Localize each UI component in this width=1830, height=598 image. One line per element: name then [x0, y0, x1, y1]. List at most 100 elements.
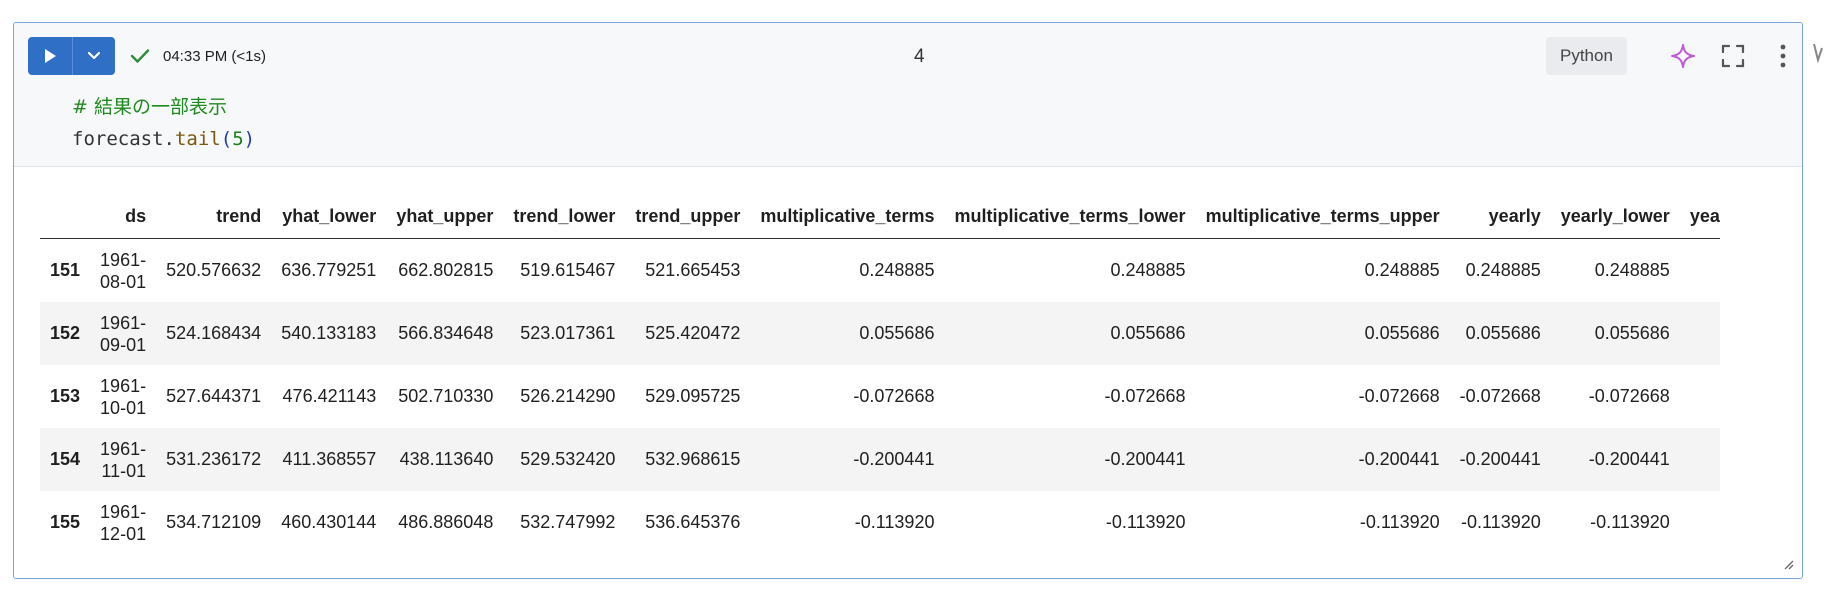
- column-header: yhat_lower: [271, 194, 387, 239]
- notebook-cell[interactable]: 04:33 PM (<1s) 4 Python # 結果の一部表示 foreca…: [13, 22, 1803, 579]
- cell-trend-lower: 523.017361: [520, 323, 616, 343]
- row-index: 154: [50, 449, 81, 469]
- cell-yearly-lower: -0.072668: [1588, 386, 1670, 406]
- ds-month-day: 11-01: [101, 460, 147, 481]
- cell-multiplicative-terms-lower: 0.248885: [1110, 260, 1186, 280]
- ds-year: 1961-: [100, 375, 147, 396]
- run-button-group: [28, 37, 115, 75]
- cell-truncated: [1680, 428, 1720, 491]
- table-header-row: ds trend yhat_lower yhat_upper trend_low…: [40, 194, 1720, 239]
- cell-yearly: -0.200441: [1459, 449, 1541, 469]
- dataframe-output: ds trend yhat_lower yhat_upper trend_low…: [40, 194, 1720, 554]
- cell-yhat-upper: 486.886048: [398, 512, 494, 532]
- column-header: yearly_lower: [1550, 194, 1680, 239]
- ds-month-day: 08-01: [100, 271, 147, 292]
- code-comment: # 結果の一部表示: [72, 96, 227, 118]
- cell-yearly-lower: 0.055686: [1594, 323, 1670, 343]
- cell-yearly-lower: 0.248885: [1594, 260, 1670, 280]
- cell-multiplicative-terms: 0.055686: [859, 323, 935, 343]
- partial-glyph-icon: [1813, 43, 1823, 64]
- cell-trend-upper: 529.095725: [645, 386, 741, 406]
- cell-yhat-upper: 662.802815: [398, 260, 494, 280]
- cell-ds: 1961- 11-01: [90, 428, 156, 491]
- cell-multiplicative-terms-lower: -0.072668: [1104, 386, 1186, 406]
- column-header: trend_lower: [503, 194, 626, 239]
- ds-month-day: 10-01: [100, 397, 147, 418]
- cell-number: 4: [914, 46, 925, 67]
- run-options-button[interactable]: [73, 37, 116, 75]
- table-row: 151 1961- 08-01 520.576632 636.779251 662…: [40, 239, 1720, 303]
- code-line-2: forecast.tail(5): [72, 123, 255, 155]
- cell-trend-lower: 529.532420: [520, 449, 616, 469]
- cell-yhat-lower: 540.133183: [281, 323, 377, 343]
- code-editor[interactable]: # 結果の一部表示 forecast.tail(5): [72, 91, 255, 155]
- row-index: 152: [50, 323, 81, 343]
- language-selector[interactable]: Python: [1546, 37, 1627, 75]
- table-row: 154 1961- 11-01 531.236172 411.368557 438…: [40, 428, 1720, 491]
- ds-year: 1961-: [100, 312, 147, 333]
- ds-month-day: 12-01: [100, 523, 147, 544]
- row-index: 155: [50, 512, 81, 532]
- cell-yhat-lower: 636.779251: [281, 260, 377, 280]
- cell-trend-upper: 536.645376: [645, 512, 741, 532]
- cell-multiplicative-terms-upper: -0.200441: [1358, 449, 1440, 469]
- code-argument: 5: [232, 128, 244, 150]
- column-header: ds: [90, 194, 157, 239]
- column-header: multiplicative_terms_upper: [1195, 194, 1450, 239]
- column-header: yhat_upper: [386, 194, 504, 239]
- check-icon: [130, 49, 150, 63]
- code-object: forecast: [72, 128, 164, 150]
- cell-multiplicative-terms: -0.113920: [854, 512, 935, 532]
- cell-multiplicative-terms: -0.200441: [853, 449, 935, 469]
- ds-year: 1961-: [100, 501, 147, 522]
- cell-truncated: [1680, 239, 1720, 303]
- cell-truncated: [1680, 365, 1720, 428]
- cell-trend: 531.236172: [166, 449, 262, 469]
- row-index: 151: [50, 260, 81, 280]
- cell-trend: 524.168434: [166, 323, 262, 343]
- cell-yearly: 0.055686: [1465, 323, 1541, 343]
- cell-trend-lower: 526.214290: [520, 386, 616, 406]
- cell-yearly: -0.113920: [1461, 512, 1541, 532]
- ds-month-day: 09-01: [100, 334, 147, 355]
- table-row: 152 1961- 09-01 524.168434 540.133183 566…: [40, 302, 1720, 365]
- column-header: yearly: [1449, 194, 1551, 239]
- cell-yearly: 0.248885: [1465, 260, 1541, 280]
- cell-trend-upper: 525.420472: [645, 323, 741, 343]
- cell-trend: 534.712109: [166, 512, 262, 532]
- expand-icon[interactable]: [1720, 43, 1746, 69]
- code-dot: .: [163, 128, 175, 150]
- cell-multiplicative-terms-upper: -0.113920: [1359, 512, 1440, 532]
- run-cell-button[interactable]: [28, 37, 73, 75]
- row-index: 153: [50, 386, 81, 406]
- code-line-1: # 結果の一部表示: [72, 91, 255, 123]
- chevron-down-icon: [87, 51, 100, 60]
- cell-multiplicative-terms-lower: -0.200441: [1104, 449, 1186, 469]
- cell-trend: 520.576632: [166, 260, 262, 280]
- code-close-paren: ): [243, 128, 256, 150]
- column-header: multiplicative_terms: [750, 194, 945, 239]
- cell-header: 04:33 PM (<1s) 4 Python # 結果の一部表示 foreca…: [14, 23, 1802, 167]
- column-header: [40, 194, 91, 239]
- column-header: trend: [156, 194, 272, 239]
- cell-yhat-lower: 411.368557: [282, 449, 377, 469]
- cell-yearly: -0.072668: [1459, 386, 1541, 406]
- column-header: yea: [1679, 194, 1720, 239]
- cell-yhat-upper: 502.710330: [398, 386, 494, 406]
- cell-trend: 527.644371: [166, 386, 262, 406]
- table-row: 153 1961- 10-01 527.644371 476.421143 502…: [40, 365, 1720, 428]
- cell-ds: 1961- 12-01: [90, 491, 156, 554]
- cell-ds: 1961- 10-01: [90, 365, 156, 428]
- code-open-paren: (: [220, 128, 233, 150]
- kebab-menu-icon[interactable]: [1770, 43, 1796, 69]
- cell-yhat-upper: 566.834648: [398, 323, 494, 343]
- sparkle-icon[interactable]: [1670, 43, 1696, 69]
- cell-yearly-lower: -0.113920: [1590, 512, 1670, 532]
- table-row: 155 1961- 12-01 534.712109 460.430144 486…: [40, 491, 1720, 554]
- resize-handle-icon[interactable]: [1782, 558, 1794, 570]
- code-method: tail: [174, 128, 221, 150]
- cell-truncated: [1680, 302, 1720, 365]
- cell-multiplicative-terms: 0.248885: [859, 260, 935, 280]
- cell-multiplicative-terms-upper: 0.248885: [1364, 260, 1440, 280]
- cell-yhat-lower: 476.421143: [282, 386, 377, 406]
